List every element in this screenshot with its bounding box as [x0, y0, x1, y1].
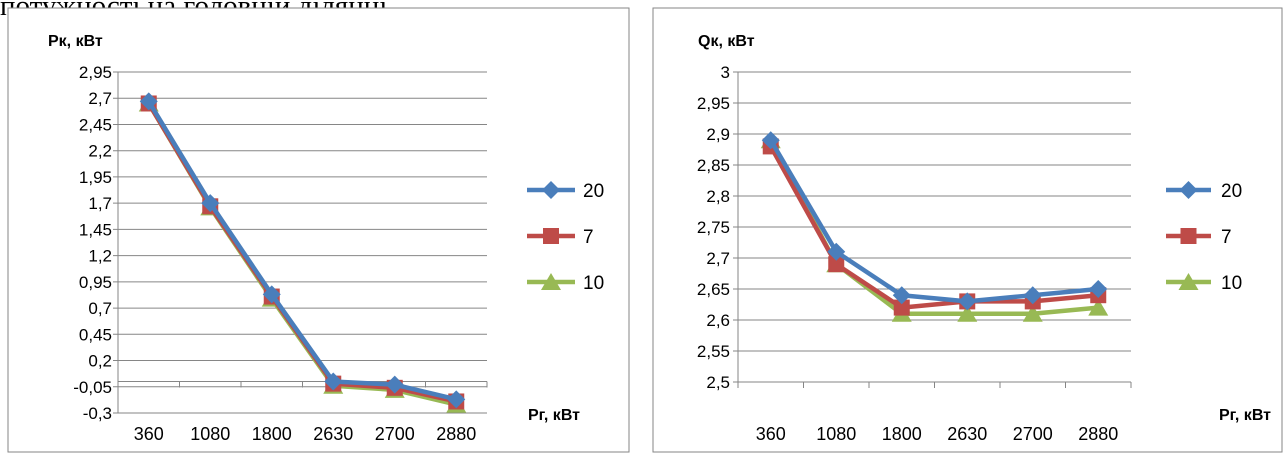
series-20 — [761, 131, 1108, 311]
x-tick-label: 1080 — [816, 424, 856, 444]
y-tick-label: 0,95 — [79, 273, 112, 292]
legend-label: 20 — [583, 181, 604, 202]
y-tick-label: 2,2 — [88, 142, 112, 161]
data-point — [1088, 298, 1109, 316]
legend-marker — [541, 273, 561, 290]
x-tick-label: 2880 — [1078, 424, 1118, 444]
legend-marker — [543, 228, 559, 244]
x-tick-label: 2700 — [1013, 424, 1053, 444]
y-tick-label: 2,7 — [88, 89, 112, 108]
data-point — [447, 390, 466, 409]
y-tick-label: 2,95 — [697, 94, 730, 113]
data-point — [827, 242, 846, 261]
legend-entry: 10 — [527, 273, 604, 294]
chart-reactive-power: 3 2,95 2,9 2,85 2,8 2,75 2,7 2,65 2,6 2,55 2,5 360 1… — [652, 7, 1283, 453]
data-point — [201, 194, 220, 213]
y-axis-title: Qк, кВт — [698, 33, 755, 50]
data-point — [139, 92, 158, 111]
y-tick-label: 2,55 — [697, 342, 730, 361]
legend-label: 7 — [1221, 227, 1232, 248]
data-point — [1023, 286, 1042, 305]
y-axis-title: Рк, кВт — [48, 33, 103, 50]
y-tick-label: 2,85 — [697, 156, 730, 175]
legend-marker — [542, 181, 560, 199]
y-tick-label: 1,2 — [88, 247, 112, 266]
chart-active-power: 2,95 2,7 2,45 2,2 1,95 1,7 1,45 1,2 0,95 0,7 0,45 0… — [7, 7, 630, 453]
y-tick-label: 2,65 — [697, 280, 730, 299]
y-tick-label: 2,7 — [706, 249, 730, 268]
legend-label: 10 — [1221, 273, 1242, 294]
x-tick-label: 1800 — [882, 424, 922, 444]
x-tick-label: 2880 — [436, 424, 476, 444]
x-tick-label: 2700 — [375, 424, 415, 444]
y-tick-label: 2,9 — [706, 125, 730, 144]
legend-label: 20 — [1221, 181, 1242, 202]
y-tick-label: 1,45 — [79, 220, 112, 239]
y-tick-label: 2,45 — [79, 115, 112, 134]
y-tick-label: 2,75 — [697, 218, 730, 237]
x-tick-label: 1080 — [190, 424, 230, 444]
y-tick-label: 2,8 — [706, 187, 730, 206]
y-tick-label: 1,7 — [88, 194, 112, 213]
legend-entry: 20 — [527, 181, 604, 202]
data-point — [828, 256, 845, 273]
legend-entry: 7 — [527, 227, 594, 248]
data-point — [385, 375, 404, 394]
x-tick-label: 360 — [134, 424, 164, 444]
data-point — [324, 372, 343, 391]
legend-marker — [1180, 228, 1197, 244]
data-point — [1022, 304, 1043, 322]
legend-label: 7 — [583, 227, 594, 248]
legend-entry: 10 — [1166, 273, 1242, 294]
data-point — [958, 292, 977, 311]
y-tick-label: 3 — [721, 63, 730, 82]
data-point — [892, 286, 911, 305]
y-tick-label: -0,05 — [73, 378, 112, 397]
data-point — [893, 299, 910, 316]
data-point — [761, 131, 780, 150]
x-tick-label: 2630 — [947, 424, 987, 444]
y-tick-label: 1,95 — [79, 168, 112, 187]
data-point — [957, 304, 978, 322]
series-line — [146, 100, 457, 402]
legend-marker — [1178, 273, 1199, 290]
y-tick-label: 0,7 — [88, 299, 112, 318]
y-tick-label: 2,6 — [706, 311, 730, 330]
x-tick-label: 1800 — [252, 424, 292, 444]
data-point — [262, 285, 281, 304]
y-tick-label: 0,45 — [79, 325, 112, 344]
series-20 — [139, 92, 466, 409]
y-tick-label: 0,2 — [88, 352, 112, 371]
x-tick-label: 360 — [756, 424, 786, 444]
y-tick-label: -0,3 — [83, 404, 112, 423]
y-tick-label: 2,95 — [79, 63, 112, 82]
x-tick-label: 2630 — [313, 424, 353, 444]
chart-frame — [652, 7, 1283, 453]
legend-label: 10 — [583, 273, 604, 294]
legend-marker — [1179, 181, 1198, 199]
x-axis-title: Рг, кВт — [528, 407, 580, 424]
chart-frame — [7, 7, 630, 453]
y-tick-label: 2,5 — [706, 373, 730, 392]
legend-entry: 7 — [1166, 227, 1232, 248]
x-axis-title: Рг, кВт — [1219, 407, 1271, 424]
data-point — [1089, 280, 1108, 298]
series-line — [768, 139, 1099, 304]
legend-entry: 20 — [1166, 181, 1242, 202]
series-line — [768, 145, 1099, 310]
